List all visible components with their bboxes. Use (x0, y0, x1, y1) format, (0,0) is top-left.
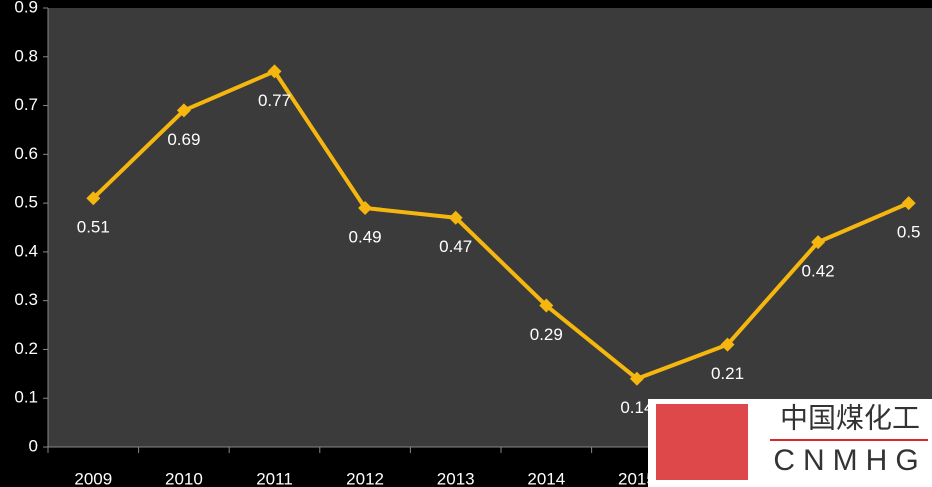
watermark-cn: 中国煤化工 (780, 402, 920, 433)
data-label: 0.77 (258, 91, 291, 110)
watermark: 中国煤化工 CNMHG (648, 399, 932, 487)
x-tick-label: 2015 (618, 469, 656, 487)
data-point (267, 64, 282, 79)
data-label: 0.51 (77, 218, 110, 237)
x-tick-label: 2009 (74, 469, 112, 487)
y-tick-label: 0.3 (14, 290, 38, 309)
y-tick-label: 0.7 (14, 95, 38, 114)
data-label: 0.29 (530, 325, 563, 344)
data-label: 0.49 (349, 227, 382, 246)
y-tick-label: 0.2 (14, 339, 38, 358)
data-point (358, 200, 373, 215)
y-tick-label: 0.4 (14, 241, 38, 260)
data-point (86, 191, 101, 206)
x-tick-label: 2012 (346, 469, 384, 487)
watermark-mark (656, 404, 748, 480)
plot-area (48, 8, 932, 447)
data-point (811, 235, 826, 250)
data-label: 0.47 (439, 237, 472, 256)
data-point (720, 337, 735, 352)
y-tick-label: 0.8 (14, 46, 38, 65)
data-point (539, 298, 554, 313)
x-tick-label: 2010 (165, 469, 203, 487)
data-point (448, 210, 463, 225)
y-tick-label: 0 (29, 436, 38, 455)
data-label: 0.42 (802, 262, 835, 281)
y-tick-label: 0.1 (14, 388, 38, 407)
y-tick-label: 0.9 (14, 0, 38, 16)
x-tick-label: 2013 (437, 469, 475, 487)
y-tick-label: 0.5 (14, 193, 38, 212)
data-point (176, 103, 191, 118)
data-point (629, 371, 644, 386)
data-line (91, 69, 910, 381)
y-tick-label: 0.6 (14, 144, 38, 163)
data-label: 0.21 (711, 364, 744, 383)
x-tick-label: 2011 (256, 469, 293, 487)
data-label: 0.69 (167, 130, 200, 149)
x-tick-label: 2014 (527, 469, 565, 487)
watermark-en: CNMHG (773, 444, 926, 477)
data-point (901, 196, 916, 211)
data-label: 0.14 (620, 398, 653, 417)
data-label: 0.5 (897, 223, 921, 242)
